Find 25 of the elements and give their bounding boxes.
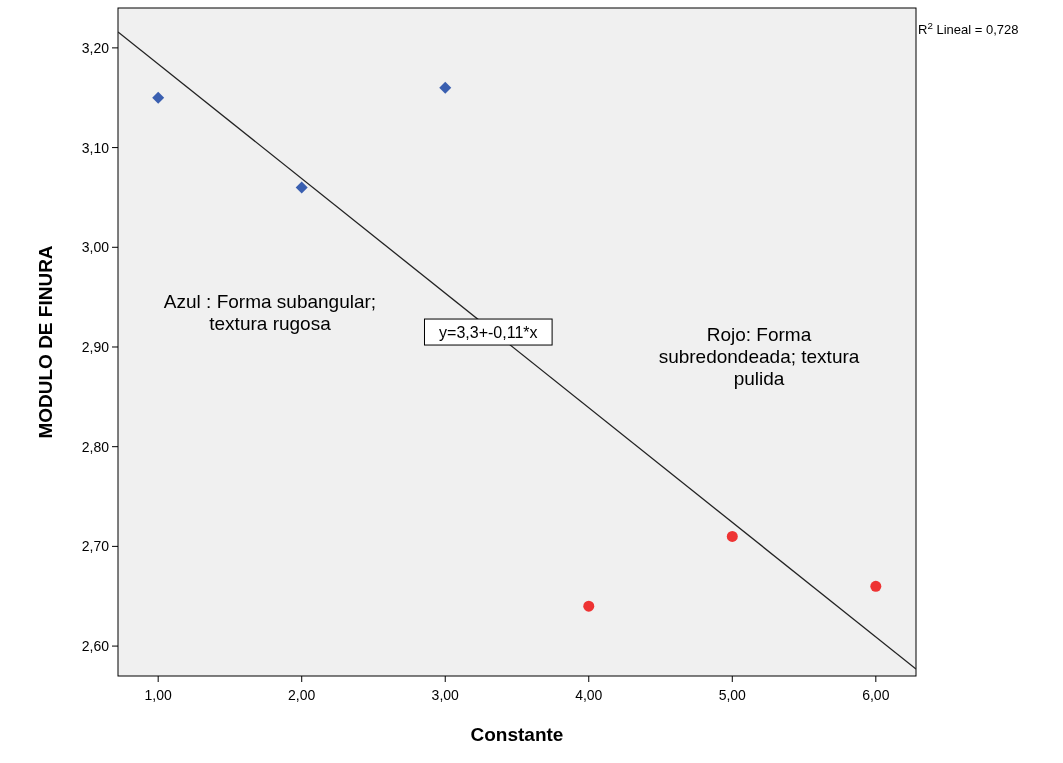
annotation: Azul : Forma subangular; textura rugosa xyxy=(163,291,377,334)
text: R$^{2}$ Lineal = 0,728 xyxy=(918,19,1019,37)
x-tick-label: 4,00 xyxy=(575,687,603,703)
y-tick-label: 3,20 xyxy=(81,39,110,56)
x-tick-label: 1,00 xyxy=(144,687,173,703)
y-tick-label: 2,70 xyxy=(81,538,110,555)
point xyxy=(295,181,308,194)
x-axis-title: Constante xyxy=(470,724,564,745)
annotation: y=3,3+-0,11*x xyxy=(439,324,538,342)
annotation: Rojo: Forma subredondeada; textura pulida xyxy=(658,324,860,389)
y-axis-title: MODULO DE FINURA xyxy=(35,245,56,439)
y-tick-label: 2,90 xyxy=(81,338,110,355)
point xyxy=(439,81,452,94)
point xyxy=(583,600,595,612)
y-tick-label: 3,10 xyxy=(81,139,110,156)
x-tick-label: 2,00 xyxy=(288,687,316,703)
x-tick-label: 6,00 xyxy=(862,687,890,703)
point xyxy=(726,530,738,542)
y-tick-label: 2,60 xyxy=(81,638,110,655)
point xyxy=(870,580,882,592)
x-tick-label: 3,00 xyxy=(431,687,460,703)
y-tick-label: 3,00 xyxy=(81,239,110,256)
y-tick-label: 2,80 xyxy=(81,438,110,455)
x-tick-label: 5,00 xyxy=(718,687,747,703)
point xyxy=(152,91,165,104)
